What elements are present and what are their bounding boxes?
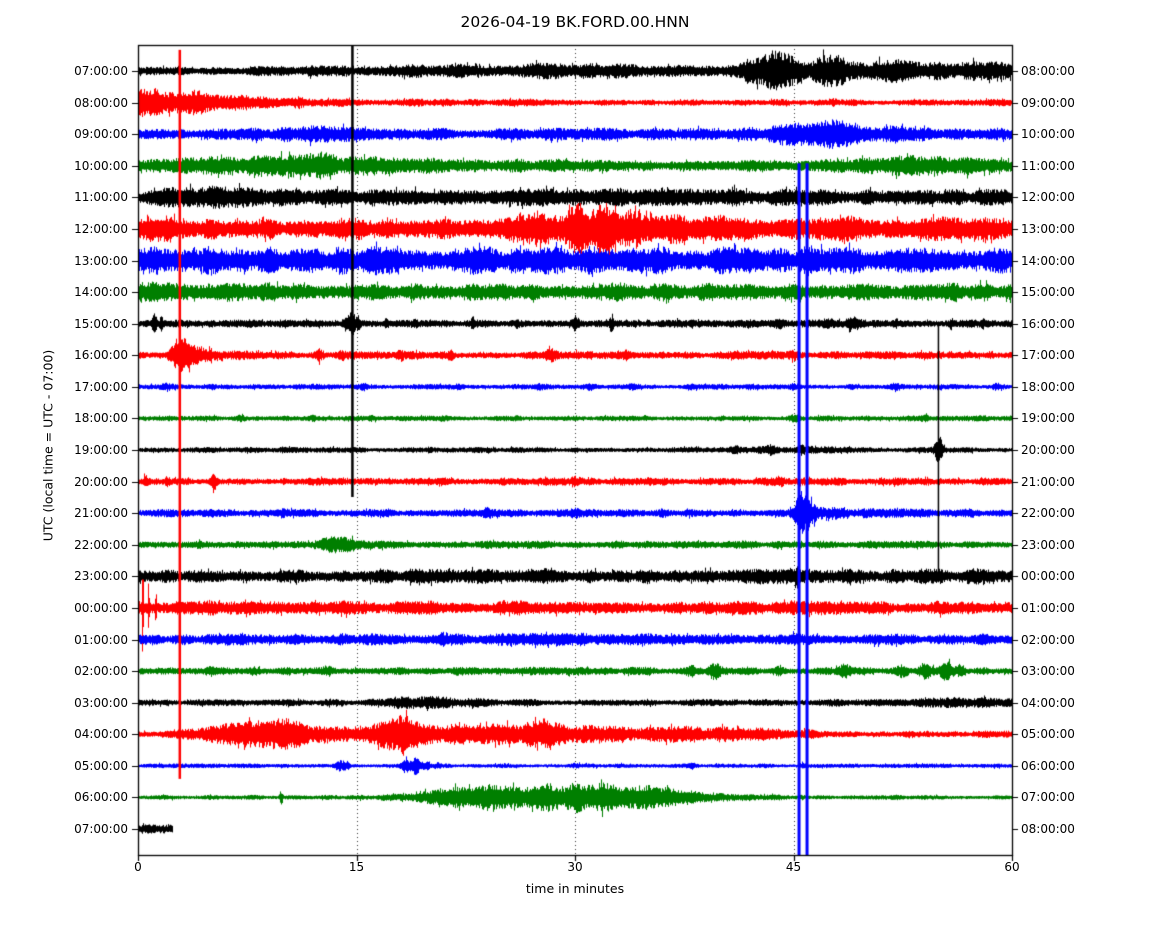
right-tick-label: 20:00:00 bbox=[1021, 443, 1075, 457]
right-tick-label: 16:00:00 bbox=[1021, 316, 1075, 331]
left-tick-label: 09:00:00 bbox=[74, 127, 128, 142]
right-tick-label: 08:00:00 bbox=[1021, 822, 1075, 836]
left-tick-label: 05:00:00 bbox=[74, 758, 128, 773]
right-tick-label: 09:00:00 bbox=[1021, 95, 1075, 110]
right-tick-label: 12:00:00 bbox=[1021, 190, 1075, 205]
right-tick-label: 00:00:00 bbox=[1021, 569, 1075, 584]
left-tick-label: 15:00:00 bbox=[74, 316, 128, 331]
left-tick-label: 07:00:00 bbox=[74, 822, 128, 836]
left-tick-label: 20:00:00 bbox=[74, 474, 128, 489]
right-tick-label: 07:00:00 bbox=[1021, 790, 1075, 805]
right-tick-label: 17:00:00 bbox=[1021, 348, 1075, 363]
left-tick-label: 10:00:00 bbox=[74, 158, 128, 173]
left-tick-label: 01:00:00 bbox=[74, 632, 128, 647]
plot-title: 2026-04-19 BK.FORD.00.HNN bbox=[460, 13, 690, 31]
left-tick-label: 08:00:00 bbox=[74, 95, 128, 110]
right-tick-label: 08:00:00 bbox=[1021, 64, 1075, 78]
right-tick-label: 15:00:00 bbox=[1021, 285, 1075, 300]
right-tick-label: 14:00:00 bbox=[1021, 253, 1075, 268]
right-tick-label: 22:00:00 bbox=[1021, 506, 1075, 521]
left-tick-label: 19:00:00 bbox=[74, 443, 128, 457]
right-tick-label: 11:00:00 bbox=[1021, 158, 1075, 173]
x-axis-label: time in minutes bbox=[525, 881, 625, 896]
left-tick-label: 03:00:00 bbox=[74, 695, 128, 710]
left-tick-label: 23:00:00 bbox=[74, 569, 128, 584]
right-tick-label: 13:00:00 bbox=[1021, 221, 1075, 236]
left-tick-label: 06:00:00 bbox=[74, 790, 128, 805]
right-tick-label: 06:00:00 bbox=[1021, 758, 1075, 773]
left-tick-label: 18:00:00 bbox=[74, 411, 128, 426]
x-tick-label: 60 bbox=[1004, 860, 1020, 874]
right-tick-label: 04:00:00 bbox=[1021, 695, 1075, 710]
right-tick-label: 03:00:00 bbox=[1021, 664, 1075, 679]
right-tick-label: 01:00:00 bbox=[1021, 600, 1075, 615]
left-tick-label: 00:00:00 bbox=[74, 600, 128, 615]
x-tick-label: 30 bbox=[567, 860, 583, 874]
right-tick-label: 21:00:00 bbox=[1021, 474, 1075, 489]
right-tick-label: 02:00:00 bbox=[1021, 632, 1075, 647]
right-tick-label: 19:00:00 bbox=[1021, 411, 1075, 426]
x-tick-label: 45 bbox=[785, 860, 802, 874]
left-tick-label: 13:00:00 bbox=[74, 253, 128, 268]
left-tick-label: 02:00:00 bbox=[74, 664, 128, 679]
left-tick-label: 22:00:00 bbox=[74, 537, 128, 552]
left-tick-label: 12:00:00 bbox=[74, 221, 128, 236]
x-tick-label: 0 bbox=[134, 860, 142, 874]
x-tick-label: 15 bbox=[348, 860, 365, 874]
right-tick-label: 18:00:00 bbox=[1021, 379, 1075, 394]
left-tick-label: 14:00:00 bbox=[74, 285, 128, 300]
left-tick-label: 21:00:00 bbox=[74, 506, 128, 521]
left-tick-label: 16:00:00 bbox=[74, 348, 128, 363]
right-tick-label: 10:00:00 bbox=[1021, 127, 1075, 142]
left-tick-label: 04:00:00 bbox=[74, 727, 128, 742]
right-tick-label: 05:00:00 bbox=[1021, 727, 1075, 742]
right-tick-label: 23:00:00 bbox=[1021, 537, 1075, 552]
left-tick-label: 17:00:00 bbox=[74, 379, 128, 394]
left-tick-label: 07:00:00 bbox=[74, 64, 128, 78]
left-tick-label: 11:00:00 bbox=[74, 190, 128, 205]
